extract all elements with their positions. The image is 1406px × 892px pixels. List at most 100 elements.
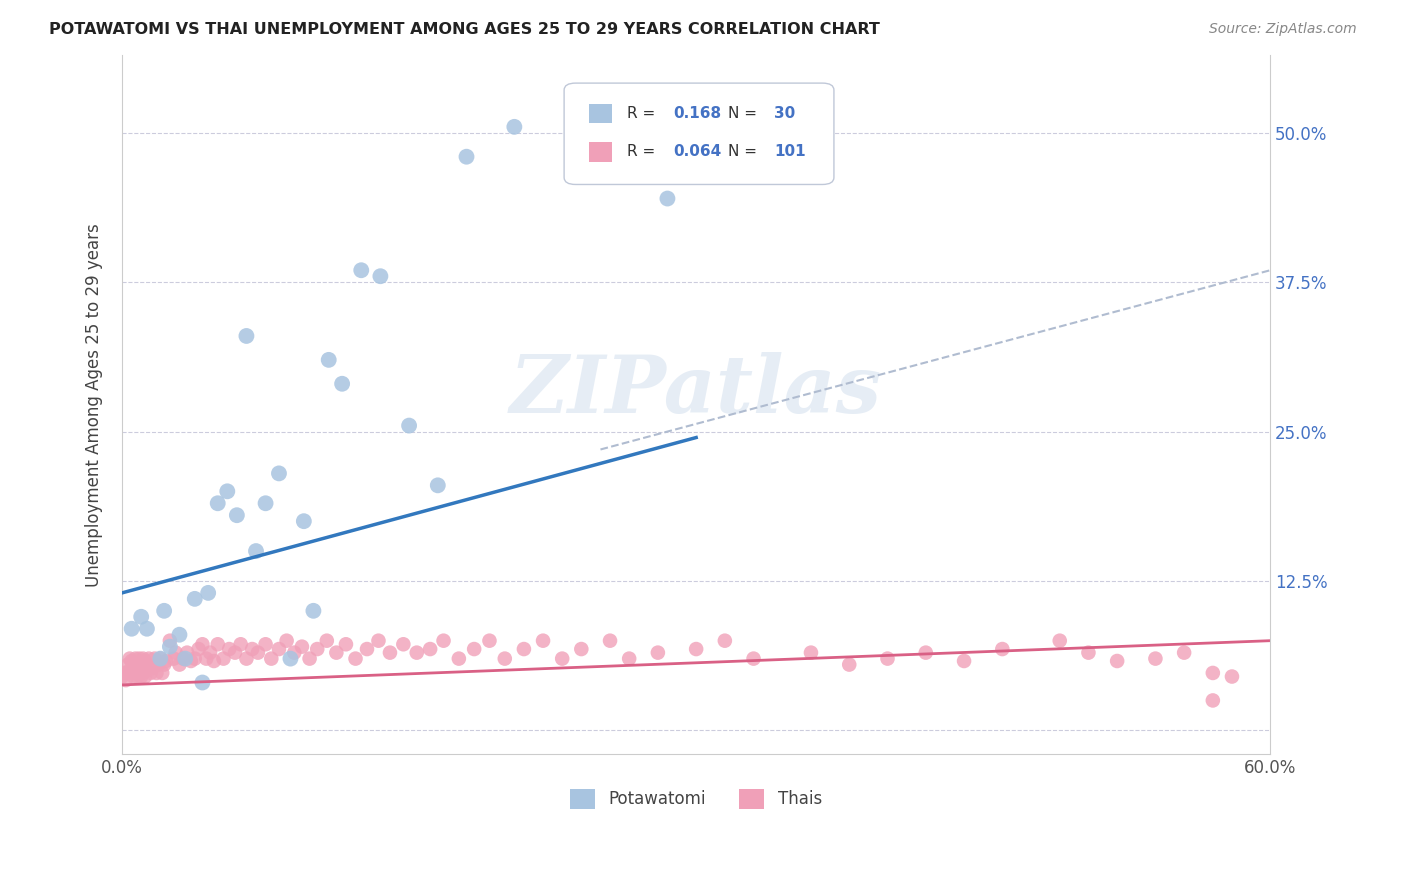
Point xyxy=(118,651,141,665)
Point xyxy=(432,633,454,648)
Point xyxy=(1077,646,1099,660)
Point xyxy=(330,376,353,391)
Point xyxy=(212,651,235,665)
Point xyxy=(838,657,860,672)
Point xyxy=(150,665,173,680)
Point xyxy=(246,646,269,660)
Point xyxy=(138,651,160,665)
Text: R =: R = xyxy=(627,106,661,121)
Point xyxy=(128,651,150,665)
Point xyxy=(367,633,389,648)
Text: ZIPatlas: ZIPatlas xyxy=(510,352,882,429)
Point xyxy=(494,651,516,665)
FancyBboxPatch shape xyxy=(589,142,612,161)
Point xyxy=(195,651,218,665)
Point xyxy=(298,651,321,665)
Point xyxy=(1173,646,1195,660)
Point xyxy=(159,633,181,648)
Point xyxy=(198,646,221,660)
Point xyxy=(356,642,378,657)
Point xyxy=(569,642,592,657)
Point xyxy=(207,496,229,510)
Point xyxy=(254,496,277,510)
Point xyxy=(217,484,239,499)
Point xyxy=(307,642,329,657)
Point xyxy=(240,642,263,657)
Text: 0.064: 0.064 xyxy=(673,145,721,160)
Text: POTAWATOMI VS THAI UNEMPLOYMENT AMONG AGES 25 TO 29 YEARS CORRELATION CHART: POTAWATOMI VS THAI UNEMPLOYMENT AMONG AG… xyxy=(49,22,880,37)
Point xyxy=(184,651,207,665)
Point xyxy=(112,665,135,680)
Point xyxy=(1202,693,1225,707)
Point xyxy=(218,642,240,657)
Point xyxy=(260,651,283,665)
Text: N =: N = xyxy=(728,145,762,160)
Point xyxy=(191,675,214,690)
Point xyxy=(426,478,449,492)
Point xyxy=(176,646,198,660)
Point xyxy=(991,642,1014,657)
Point xyxy=(121,665,143,680)
Point xyxy=(115,673,138,687)
Point xyxy=(207,637,229,651)
Point xyxy=(197,586,219,600)
Text: Source: ZipAtlas.com: Source: ZipAtlas.com xyxy=(1209,22,1357,37)
Point xyxy=(617,651,640,665)
Text: N =: N = xyxy=(728,106,762,121)
Point xyxy=(235,329,257,343)
Point xyxy=(513,642,536,657)
Text: R =: R = xyxy=(627,145,661,160)
Point xyxy=(174,651,197,665)
FancyBboxPatch shape xyxy=(589,103,612,123)
Point xyxy=(456,150,478,164)
Point xyxy=(800,646,823,660)
Point xyxy=(1144,651,1167,665)
Point xyxy=(149,651,172,665)
Point xyxy=(657,192,679,206)
Point xyxy=(136,622,159,636)
Point xyxy=(149,651,172,665)
Point xyxy=(127,669,149,683)
Point xyxy=(153,657,176,672)
Point xyxy=(180,654,202,668)
Text: 0.168: 0.168 xyxy=(673,106,721,121)
Point xyxy=(165,646,187,660)
Point xyxy=(169,628,191,642)
Point xyxy=(551,651,574,665)
Point xyxy=(122,657,145,672)
Point xyxy=(142,661,165,675)
Point xyxy=(159,640,181,654)
Text: 101: 101 xyxy=(775,145,806,160)
Point xyxy=(276,633,298,648)
Point xyxy=(245,544,267,558)
Point xyxy=(478,633,501,648)
Point xyxy=(292,514,315,528)
Point xyxy=(139,665,162,680)
Point xyxy=(280,651,302,665)
Point xyxy=(132,651,155,665)
Point xyxy=(134,654,156,668)
Point xyxy=(914,646,936,660)
Point xyxy=(647,646,669,660)
Point xyxy=(398,418,420,433)
Point xyxy=(419,642,441,657)
Point xyxy=(118,664,141,678)
Point xyxy=(202,654,225,668)
Point xyxy=(267,642,290,657)
Point xyxy=(531,633,554,648)
Point xyxy=(267,467,290,481)
Point xyxy=(172,651,194,665)
Point xyxy=(122,669,145,683)
Point xyxy=(283,646,305,660)
Point xyxy=(599,633,621,648)
Point xyxy=(302,604,325,618)
Point xyxy=(463,642,485,657)
Point xyxy=(129,669,152,683)
Point xyxy=(953,654,976,668)
Point xyxy=(127,657,149,672)
Y-axis label: Unemployment Among Ages 25 to 29 years: Unemployment Among Ages 25 to 29 years xyxy=(86,223,103,587)
Point xyxy=(447,651,470,665)
Legend: Potawatomi, Thais: Potawatomi, Thais xyxy=(564,782,828,816)
Point xyxy=(129,609,152,624)
Point xyxy=(191,637,214,651)
